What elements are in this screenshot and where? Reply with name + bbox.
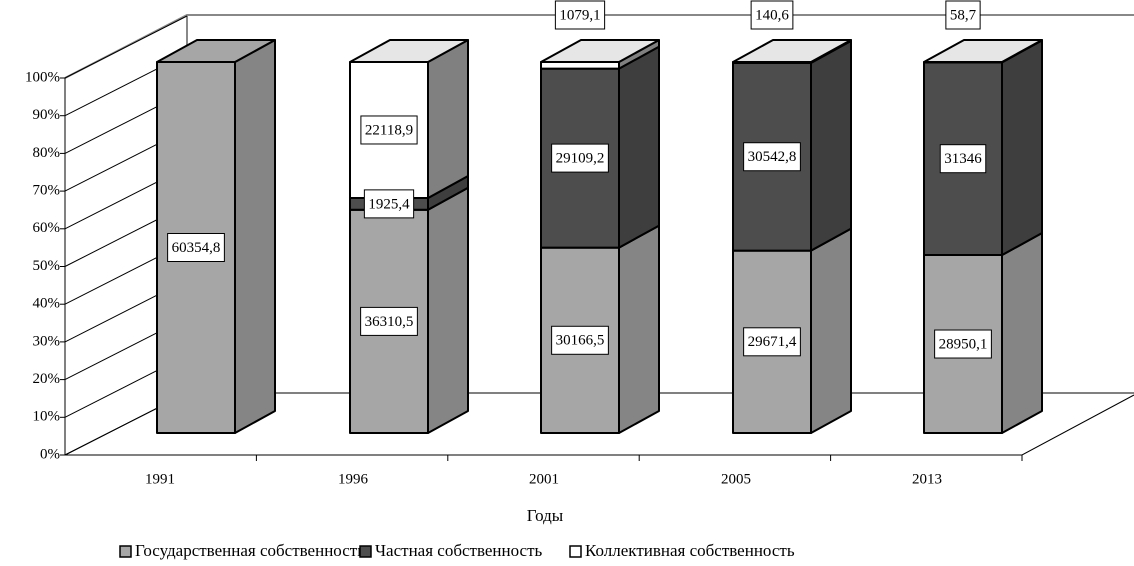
data-label-box	[743, 327, 801, 357]
data-label-box	[363, 189, 415, 219]
y-tick-label: 60%	[33, 220, 61, 236]
data-label-box	[551, 325, 609, 355]
data-label-box	[945, 0, 981, 30]
data-label-text: 1925,4	[368, 196, 410, 212]
bar-side	[810, 227, 852, 434]
x-tick-label: 2005	[721, 471, 751, 487]
data-label: 28950,1	[934, 329, 992, 359]
bar-segment	[540, 39, 660, 70]
data-label-text: 30542,8	[748, 149, 797, 165]
y-tick-label: 0%	[40, 446, 60, 462]
x-tick-label: 2001	[529, 471, 559, 487]
bar-side	[234, 39, 276, 434]
y-tick-label: 30%	[33, 333, 61, 349]
x-tick-label: 1996	[338, 471, 369, 487]
y-tick-label: 50%	[33, 258, 61, 274]
bar-top	[732, 39, 852, 63]
data-label-box	[360, 306, 418, 336]
y-tick-label: 90%	[33, 107, 61, 123]
data-label-box	[554, 0, 606, 30]
data-label: 36310,5	[360, 306, 418, 336]
legend-label: Государственная собственность	[135, 541, 365, 560]
x-axis-label: Годы	[527, 506, 564, 525]
y-tick-label: 20%	[33, 371, 61, 387]
data-label: 29671,4	[743, 327, 801, 357]
data-label: 22118,9	[360, 115, 418, 145]
data-label: 1079,1	[554, 0, 606, 30]
data-label-text: 140,6	[755, 7, 789, 23]
data-label: 1925,4	[363, 189, 415, 219]
legend-label: Частная собственность	[375, 541, 543, 560]
data-label-text: 60354,8	[172, 240, 221, 256]
data-label: 31346	[939, 144, 987, 174]
data-label-text: 29671,4	[748, 334, 797, 350]
data-label: 30166,5	[551, 325, 609, 355]
data-label-box	[167, 233, 225, 262]
bar-segment	[923, 39, 1043, 64]
y-tick-label: 10%	[33, 409, 61, 425]
data-label-text: 29109,2	[556, 151, 605, 167]
data-label: 60354,8	[167, 233, 225, 262]
bar-side	[618, 45, 660, 249]
legend-swatch	[119, 545, 132, 558]
bar-side	[1001, 232, 1043, 434]
y-tick-label: 40%	[33, 296, 61, 312]
data-label-box	[360, 115, 418, 145]
data-label-text: 28950,1	[939, 336, 988, 352]
data-label-text: 36310,5	[365, 314, 414, 330]
data-label-box	[551, 143, 609, 173]
data-label-box	[743, 142, 801, 172]
data-label-text: 22118,9	[365, 122, 413, 138]
x-tick-label: 2013	[912, 471, 942, 487]
data-label: 58,7	[945, 0, 981, 30]
legend-swatch	[359, 545, 372, 558]
data-label-box	[750, 0, 794, 30]
y-tick-label: 100%	[25, 69, 60, 85]
x-tick-label: 1991	[145, 471, 175, 487]
data-label-text: 31346	[944, 151, 982, 167]
y-tick-label: 70%	[33, 183, 61, 199]
data-label: 140,6	[750, 0, 794, 30]
bar-side	[427, 186, 469, 434]
bar-top	[923, 39, 1043, 63]
data-label: 29109,2	[551, 143, 609, 173]
y-tick-label: 80%	[33, 145, 61, 161]
bar-top	[349, 39, 469, 63]
bar-segment	[732, 227, 852, 434]
legend-label: Коллективная собственность	[585, 541, 795, 560]
bar-top	[540, 39, 660, 63]
grid-line	[64, 15, 188, 79]
bar-segment	[732, 39, 852, 64]
bar-side	[618, 224, 660, 434]
data-label-text: 30166,5	[556, 333, 605, 349]
bar-side	[427, 39, 469, 199]
data-label-box	[939, 144, 987, 174]
legend-swatch	[569, 545, 582, 558]
data-label-box	[934, 329, 992, 359]
bar-top	[156, 39, 276, 63]
data-label: 30542,8	[743, 142, 801, 172]
data-label-text: 1079,1	[559, 7, 600, 23]
data-label-text: 58,7	[950, 7, 977, 23]
bar-side	[810, 39, 852, 252]
bar-side	[1001, 39, 1043, 257]
